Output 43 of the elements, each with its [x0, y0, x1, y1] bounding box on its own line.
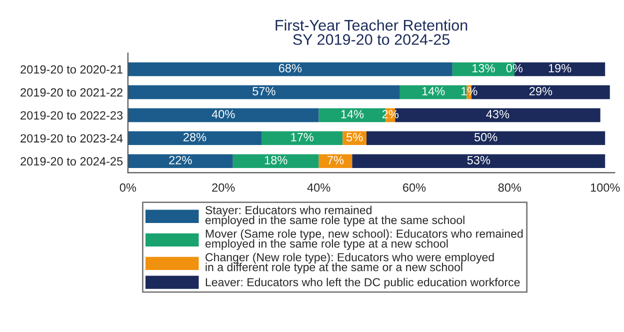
text: 13%	[472, 64, 495, 72]
text: 5%	[346, 133, 363, 142]
x-tick-label: 100%	[590, 183, 620, 192]
bar	[128, 131, 262, 146]
text: 50%	[474, 132, 498, 142]
text: 40%	[212, 110, 235, 118]
text: 14%	[422, 87, 445, 96]
text: 18%	[264, 156, 288, 164]
bar	[366, 131, 606, 146]
bar	[128, 62, 452, 76]
bar	[128, 85, 400, 100]
text: 17%	[291, 133, 314, 142]
x-tick-label: 60%	[403, 183, 426, 192]
bar	[352, 154, 606, 168]
legend-label: Leaver: Educators who left the DC public education workforce	[206, 278, 520, 289]
text: 14%	[341, 110, 364, 118]
bar	[128, 154, 233, 168]
bar	[232, 154, 319, 168]
text: 29%	[529, 87, 552, 96]
bar	[128, 108, 319, 122]
text: 53%	[467, 156, 490, 164]
legend-label: Stayer: Educators who remained employed in the same role type at the same school	[205, 206, 464, 226]
text: 7%	[328, 156, 344, 164]
y-tick-label: 2019-20 to 2022-23	[20, 111, 123, 120]
y-tick-label: 2019-20 to 2020-21	[20, 65, 122, 74]
chart-title: First-Year Teacher Retention SY 2019-20 to 2024-25	[276, 19, 468, 45]
x-tick-label: 80%	[498, 183, 522, 192]
legend-label: Mover (Same role type, new school): Educators who remained employed in the same role type at a new school	[205, 229, 523, 250]
text: 68%	[278, 64, 302, 72]
text: 57%	[252, 87, 276, 96]
x-tick-label: 0%	[120, 183, 136, 192]
legend-label: Changer (New role type): Educators who were employed in a different role type at the same or a new school	[206, 252, 494, 274]
text: 22%	[169, 156, 192, 164]
y-tick-label: 2019-20 to 2024-25	[20, 157, 123, 166]
x-tick-label: 40%	[307, 183, 330, 192]
bar	[262, 131, 343, 146]
y-tick-label: 2019-20 to 2021-22	[20, 88, 122, 97]
y-tick-label: 2019-20 to 2023-24	[20, 134, 123, 143]
text: 19%	[548, 64, 572, 72]
x-tick-label: 20%	[212, 183, 235, 192]
text: 43%	[486, 110, 510, 118]
text: 0%	[506, 64, 523, 72]
text: 28%	[184, 132, 206, 142]
